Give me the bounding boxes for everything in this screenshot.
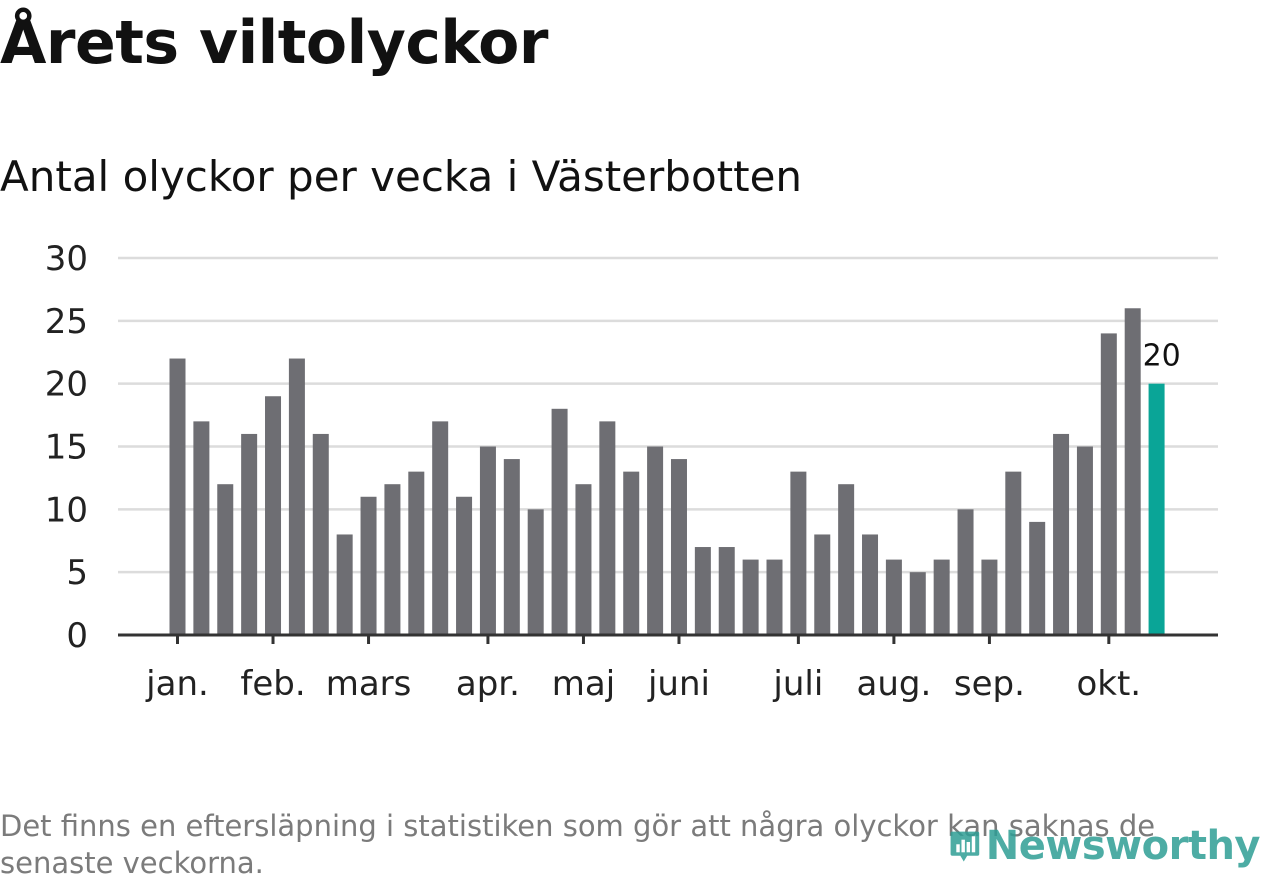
bar <box>169 358 186 635</box>
bar <box>241 433 258 635</box>
x-axis-tick-labels: jan. feb. mars apr. maj juni juli aug. sep. okt. <box>145 635 1141 704</box>
data-labels: 20 <box>1139 335 1184 377</box>
x-tick-label: juli <box>772 664 823 704</box>
bar <box>575 484 592 635</box>
bar <box>217 484 234 635</box>
x-tick-label: jan. <box>145 664 209 704</box>
bar <box>742 559 759 635</box>
bar-highlight <box>1148 383 1165 635</box>
newsworthy-logo: Newsworthy <box>950 815 1261 877</box>
bar <box>479 446 496 635</box>
bar <box>312 433 329 635</box>
bar <box>885 559 902 635</box>
bar <box>384 484 401 635</box>
bar <box>814 534 831 635</box>
bar <box>432 421 449 635</box>
bars <box>169 308 1165 635</box>
bar <box>599 421 616 635</box>
y-tick-label: 15 <box>45 428 88 468</box>
x-tick-label: okt. <box>1076 664 1141 704</box>
x-tick-label: apr. <box>456 664 520 704</box>
x-tick-label: aug. <box>857 664 932 704</box>
bar <box>981 559 998 635</box>
y-tick-label: 5 <box>66 553 88 593</box>
bar <box>957 509 974 635</box>
x-tick-label: sep. <box>954 664 1025 704</box>
page-title: Årets viltolyckor <box>0 8 549 78</box>
bar <box>670 459 687 635</box>
footnote: Det finns en eftersläpning i statistiken… <box>0 809 1156 880</box>
bar <box>1124 308 1141 635</box>
bar <box>503 459 520 635</box>
bar <box>1005 471 1022 635</box>
x-tick-label: maj <box>552 664 615 704</box>
bar <box>1053 433 1070 635</box>
x-tick-label: feb. <box>240 664 305 704</box>
bar-chart-logo-icon <box>950 831 980 862</box>
bar <box>456 496 473 635</box>
chart-subtitle: Antal olyckor per vecka i Västerbotten <box>0 152 803 201</box>
y-tick-label: 20 <box>45 365 88 405</box>
bar <box>1076 446 1093 635</box>
bar <box>933 559 950 635</box>
bar <box>694 547 711 635</box>
bar <box>527 509 544 635</box>
bar <box>647 446 664 635</box>
bar <box>766 559 783 635</box>
bar <box>623 471 640 635</box>
bar <box>1100 333 1117 635</box>
bar <box>1029 521 1046 635</box>
y-tick-label: 30 <box>45 239 88 279</box>
bar <box>862 534 879 635</box>
bar <box>288 358 305 635</box>
grid-lines <box>118 256 1218 574</box>
bar <box>193 421 210 635</box>
bar <box>360 496 377 635</box>
highlight-value-label: 20 <box>1143 339 1181 374</box>
bar <box>336 534 353 635</box>
y-tick-label: 0 <box>66 616 88 656</box>
bar <box>408 471 425 635</box>
x-tick-label: juni <box>647 664 710 704</box>
y-tick-label: 10 <box>45 490 88 530</box>
bar <box>551 408 568 635</box>
y-axis-tick-labels: 0 5 10 15 20 25 30 <box>45 239 88 656</box>
brand-name: Newsworthy <box>985 823 1261 869</box>
bar <box>718 547 735 635</box>
bar <box>909 572 926 635</box>
bar <box>790 471 807 635</box>
y-tick-label: 25 <box>45 302 88 342</box>
bar <box>838 484 855 635</box>
x-tick-label: mars <box>326 664 412 704</box>
bar <box>265 396 282 635</box>
